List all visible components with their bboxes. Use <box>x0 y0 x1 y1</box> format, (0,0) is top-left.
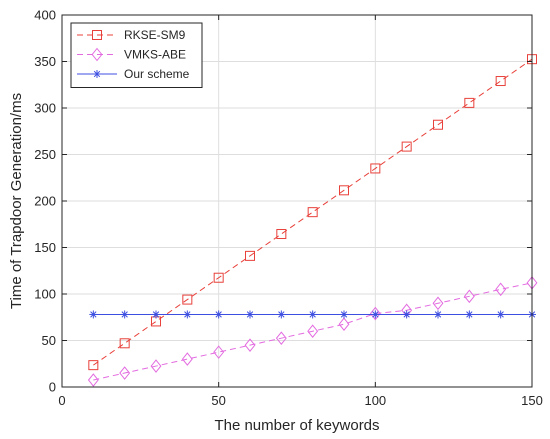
y-tick-label: 200 <box>34 194 56 209</box>
data-point <box>183 310 192 319</box>
y-axis-label: Time of Trapdoor Generation/ms <box>8 93 25 309</box>
data-point <box>307 324 319 339</box>
data-point <box>434 310 442 319</box>
data-point <box>340 310 348 319</box>
data-point <box>277 310 286 319</box>
data-point <box>402 310 411 319</box>
data-point <box>495 76 506 87</box>
series-line <box>93 282 533 381</box>
series-layer <box>87 54 538 387</box>
data-point <box>119 338 130 349</box>
series-3 <box>89 310 536 319</box>
series-2 <box>87 276 538 387</box>
data-point <box>495 282 507 297</box>
data-point <box>87 373 99 387</box>
y-tick-label: 250 <box>34 147 56 162</box>
data-point <box>213 345 225 359</box>
y-tick-label: 150 <box>34 240 56 255</box>
data-point <box>150 359 162 373</box>
data-point <box>432 296 444 311</box>
legend-marker <box>92 30 102 40</box>
x-axis-label: The number of keywords <box>214 417 379 434</box>
data-point <box>89 310 98 319</box>
data-point <box>307 207 318 218</box>
data-point <box>152 310 160 319</box>
data-point <box>401 141 412 152</box>
data-point <box>308 310 317 319</box>
data-point <box>181 352 193 366</box>
data-point <box>369 306 381 321</box>
legend-label: VMKS-ABE <box>124 48 186 62</box>
data-point <box>339 185 349 196</box>
y-tick-label: 50 <box>42 333 56 348</box>
data-point <box>464 97 475 108</box>
y-tick-label: 300 <box>34 101 56 116</box>
x-tick-label: 50 <box>211 393 225 408</box>
data-point <box>119 366 131 380</box>
data-point <box>371 310 380 319</box>
y-tick-label: 100 <box>34 287 56 302</box>
ticks: 0 50 100 150 0 50 100 150 200 250 300 350 400 <box>34 8 543 409</box>
data-point <box>275 331 287 345</box>
legend-label: Our scheme <box>124 67 190 81</box>
data-point <box>496 310 505 319</box>
data-point <box>245 250 255 261</box>
data-point <box>246 310 254 319</box>
legend-label: RKSE-SM9 <box>124 28 186 42</box>
data-point <box>433 119 443 130</box>
x-tick-label: 150 <box>521 393 543 408</box>
data-point <box>120 310 129 319</box>
legend-marker <box>91 47 103 62</box>
data-point <box>213 272 224 283</box>
x-tick-label: 0 <box>58 393 65 408</box>
data-point <box>465 310 474 319</box>
data-point <box>214 310 223 319</box>
legend: RKSE-SM9 VMKS-ABE Our scheme <box>70 22 203 88</box>
data-point <box>338 317 350 332</box>
series-1 <box>88 54 537 371</box>
data-point <box>370 163 381 174</box>
data-point <box>244 338 256 352</box>
series-line <box>93 58 533 366</box>
data-point <box>182 294 193 305</box>
legend-marker <box>93 70 101 78</box>
y-tick-label: 0 <box>49 380 56 395</box>
data-point <box>276 229 287 240</box>
x-tick-label: 100 <box>364 393 386 408</box>
data-point <box>88 360 99 371</box>
data-point <box>463 289 475 304</box>
y-tick-label: 400 <box>34 8 56 23</box>
y-tick-label: 350 <box>34 54 56 69</box>
